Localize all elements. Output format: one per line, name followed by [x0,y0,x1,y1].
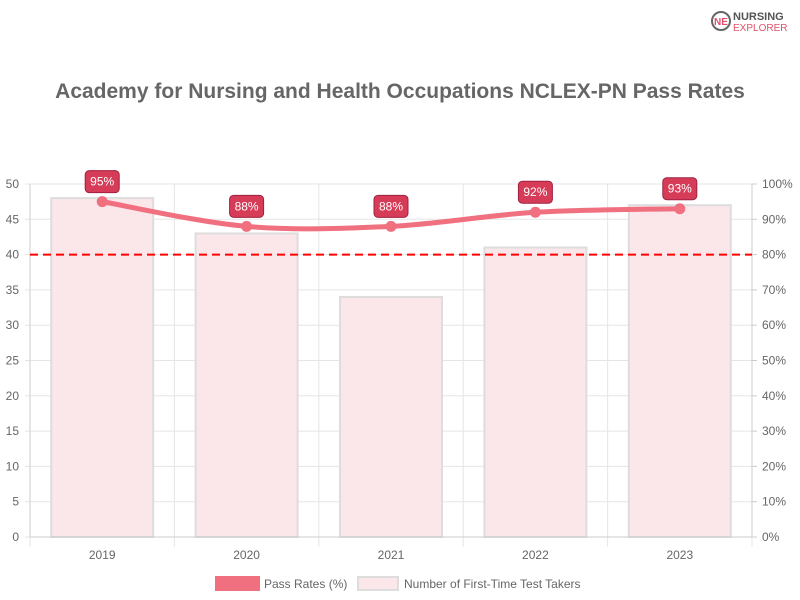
left-tick-label: 25 [6,354,20,368]
bar-2021 [339,295,443,538]
data-label: 88% [235,199,259,213]
bar-2023 [627,204,732,538]
pass-rate-point [96,196,108,208]
bar-2022 [483,246,588,538]
data-label-box [517,180,553,204]
left-tick-label: 40 [6,248,20,262]
right-tick-label: 60% [762,318,786,332]
left-tick-label: 0 [12,530,19,544]
right-tick-label: 20% [762,459,786,473]
left-tick-label: 30 [6,318,20,332]
data-label: 93% [668,182,692,196]
right-tick-label: 100% [762,177,793,191]
pass-rate-point [529,206,541,218]
right-tick-label: 30% [762,424,786,438]
right-tick-label: 50% [762,354,786,368]
legend-swatch-test-takers [357,576,399,591]
left-tick-label: 5 [12,495,19,509]
left-tick-label: 10 [6,459,20,473]
x-tick-label: 2023 [666,548,693,562]
pass-rate-point [674,203,686,215]
x-tick-label: 2021 [378,548,405,562]
legend-label-test-takers: Number of First-Time Test Takers [404,577,580,591]
data-label: 92% [523,185,547,199]
right-tick-label: 80% [762,248,786,262]
x-tick-label: 2022 [522,548,549,562]
nursing-explorer-logo: NE NURSING EXPLORER [710,8,800,34]
right-tick-label: 40% [762,389,786,403]
right-tick-label: 70% [762,283,786,297]
bar-2020 [194,232,299,538]
x-tick-label: 2020 [233,548,260,562]
svg-text:EXPLORER: EXPLORER [733,23,787,34]
left-tick-label: 20 [6,389,20,403]
data-label: 88% [379,199,403,213]
pass-rate-point [385,220,397,232]
data-label-box [229,194,265,218]
chart-title: Academy for Nursing and Health Occupatio… [55,80,745,103]
left-tick-label: 15 [6,424,20,438]
left-tick-label: 50 [6,177,20,191]
legend-swatch-pass-rates [215,576,260,591]
data-label: 95% [90,175,114,189]
right-tick-label: 10% [762,495,786,509]
data-label-box [84,170,120,194]
data-label-box [373,194,409,218]
right-tick-label: 90% [762,212,786,226]
left-tick-label: 45 [6,212,20,226]
left-tick-label: 35 [6,283,20,297]
svg-text:NURSING: NURSING [733,11,784,23]
legend-label-pass-rates: Pass Rates (%) [264,577,347,591]
data-label-box [662,177,698,201]
svg-text:NE: NE [714,17,728,28]
pass-rate-point [241,220,253,232]
right-tick-label: 0% [762,530,780,544]
bar-2019 [50,197,155,538]
x-tick-label: 2019 [89,548,116,562]
